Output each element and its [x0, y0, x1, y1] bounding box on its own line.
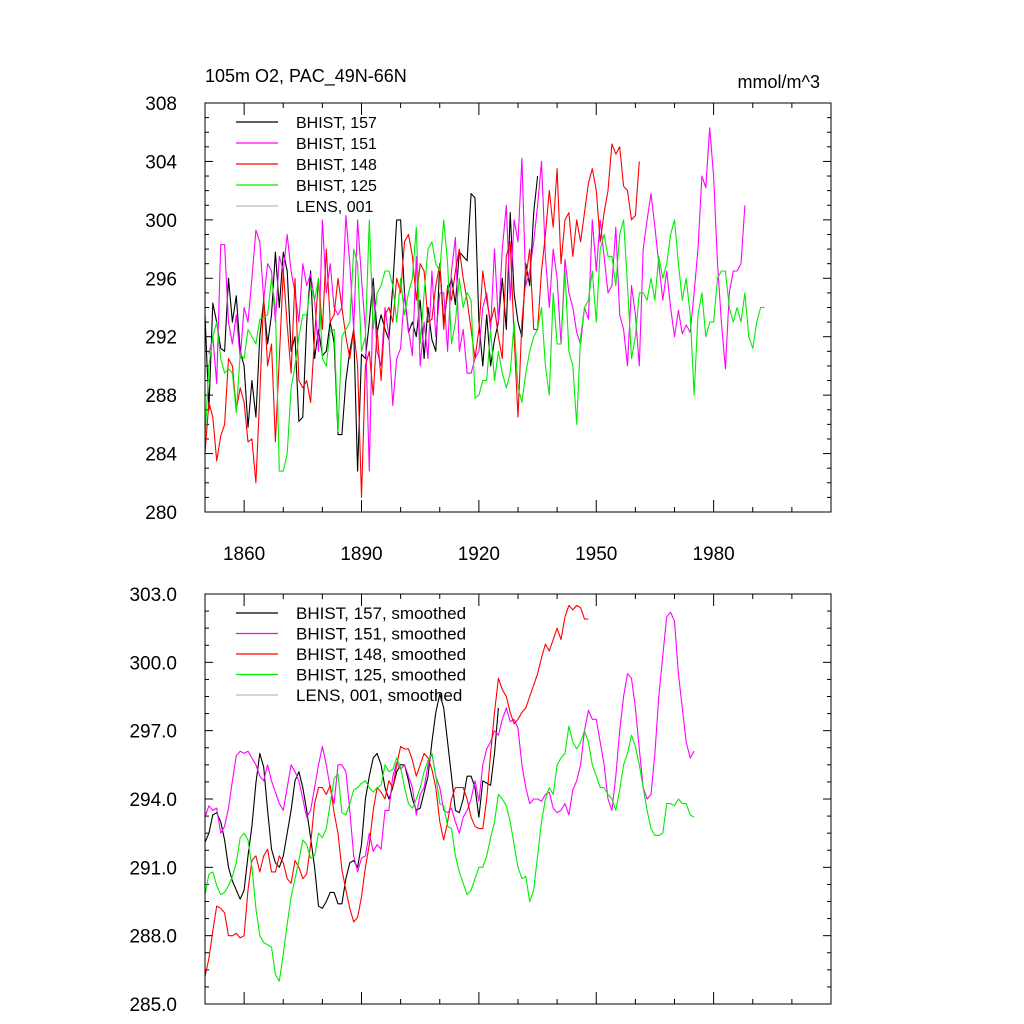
legend-label: BHIST, 125, smoothed — [296, 666, 466, 685]
legend-label: BHIST, 157, smoothed — [296, 604, 466, 623]
x-tick-label: 1860 — [223, 544, 265, 565]
x-tick-label: 1890 — [340, 544, 382, 565]
y-tick-label: 292 — [145, 328, 177, 349]
legend-label: BHIST, 151 — [296, 136, 377, 153]
series-line-bhist-157-smoothed — [204, 693, 499, 909]
top-panel: 105m O2, PAC_49N-66N mmol/m^3 2802842882… — [145, 66, 832, 565]
y-tick-label: 288.0 — [129, 927, 177, 948]
bottom-panel: 285.0 288.0 291.0 294.0 297.0 300.0 303.0 BHIS… — [129, 585, 832, 1016]
y-tick-label: 291.0 — [129, 858, 177, 879]
top-panel-series — [204, 127, 765, 498]
bottom-panel-tick-labels: 285.0 288.0 291.0 294.0 297.0 300.0 303.0 — [129, 585, 177, 1016]
y-tick-label: 285.0 — [129, 995, 177, 1016]
series-line-bhist-148-smoothed — [204, 604, 589, 977]
series-line-bhist-157 — [204, 175, 539, 472]
y-tick-label: 304 — [145, 152, 177, 173]
x-tick-label: 1950 — [575, 544, 617, 565]
series-line-bhist-125-smoothed — [204, 725, 695, 982]
y-tick-label: 308 — [145, 94, 177, 115]
bottom-panel-plot-frame — [204, 593, 832, 1005]
x-tick-label: 1980 — [692, 544, 734, 565]
y-tick-label: 297.0 — [129, 722, 177, 743]
x-tick-label: 1920 — [458, 544, 500, 565]
legend-label: LENS, 001, smoothed — [296, 686, 462, 705]
top-panel-title-right: mmol/m^3 — [738, 72, 820, 92]
legend-label: BHIST, 157 — [296, 115, 377, 132]
series-line-bhist-151 — [208, 127, 746, 472]
y-tick-label: 284 — [145, 445, 177, 466]
legend-label: BHIST, 151, smoothed — [296, 625, 466, 644]
series-line-bhist-125 — [204, 219, 765, 472]
top-panel-title-left: 105m O2, PAC_49N-66N — [205, 66, 407, 87]
y-tick-label: 296 — [145, 269, 177, 290]
top-panel-legend: BHIST, 157 BHIST, 151 BHIST, 148 BHIST, 125… — [236, 115, 377, 216]
legend-label: BHIST, 125 — [296, 178, 377, 195]
y-tick-label: 300.0 — [129, 653, 177, 674]
legend-label: LENS, 001 — [296, 199, 373, 216]
bottom-panel-legend: BHIST, 157, smoothed BHIST, 151, smoothed… — [236, 604, 466, 705]
legend-label: BHIST, 148, smoothed — [296, 645, 466, 664]
bottom-panel-series — [204, 604, 695, 982]
y-tick-label: 280 — [145, 503, 177, 524]
top-panel-plot-frame — [204, 102, 832, 513]
y-tick-label: 294.0 — [129, 790, 177, 811]
y-tick-label: 300 — [145, 211, 177, 232]
y-tick-label: 288 — [145, 386, 177, 407]
top-panel-tick-labels: 280 284 288 292 296 300 304 308 1860 1890 1920 1950… — [145, 94, 734, 565]
y-tick-label: 303.0 — [129, 585, 177, 606]
legend-label: BHIST, 148 — [296, 157, 377, 174]
